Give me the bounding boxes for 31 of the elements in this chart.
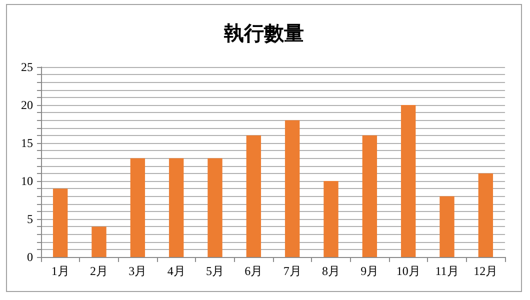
chart-title: 執行數量 [223,23,304,45]
bar [284,120,300,257]
x-tick-label: 5月 [206,264,224,278]
x-tick-label: 7月 [283,264,302,278]
bar [92,226,106,257]
x-tick-label: 11月 [435,264,459,278]
bar [168,158,184,257]
bar [478,173,494,257]
y-tick-label: 20 [21,98,33,112]
bar [440,196,454,257]
x-tick-label: 2月 [90,264,108,278]
y-tick-label: 10 [21,174,33,188]
x-tick-label: 9月 [360,264,379,278]
x-tick-label: 12月 [474,264,498,278]
bar [400,105,416,257]
y-tick-label: 15 [21,136,33,150]
y-tick-label: 25 [21,60,33,74]
x-tick-label: 8月 [322,264,340,278]
x-tick-label: 4月 [167,264,186,278]
bar [362,135,378,257]
x-tick-label: 10月 [396,264,420,278]
x-tick-label: 3月 [128,264,147,278]
y-tick-label: 0 [27,250,33,264]
bar [208,158,222,257]
bar [246,135,262,257]
bar [130,158,146,257]
x-tick-label: 1月 [51,264,70,278]
bar [52,188,68,257]
x-tick-label: 6月 [244,264,263,278]
y-tick-label: 5 [27,212,33,226]
bar [324,181,338,257]
